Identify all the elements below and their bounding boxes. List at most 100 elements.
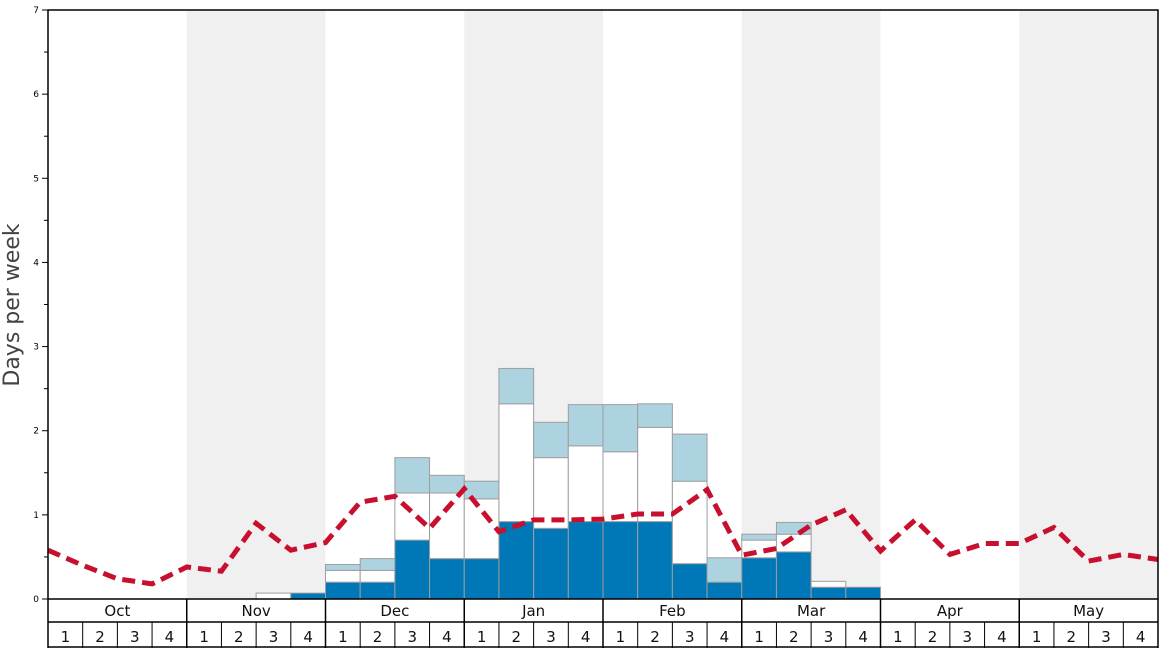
bar-segment-c bbox=[637, 403, 673, 428]
week-label: 1 bbox=[1032, 628, 1042, 646]
week-label: 1 bbox=[61, 628, 71, 646]
week-label: 1 bbox=[893, 628, 903, 646]
y-tick-label: 7 bbox=[33, 6, 39, 16]
week-label: 2 bbox=[928, 628, 938, 646]
month-label: Dec bbox=[380, 602, 409, 620]
bar-segment-b bbox=[429, 492, 465, 560]
y-tick-label: 2 bbox=[33, 427, 39, 437]
month-shade-band bbox=[1019, 10, 1158, 599]
y-tick-label: 0 bbox=[33, 595, 39, 605]
month-label: May bbox=[1073, 602, 1104, 620]
week-label: 4 bbox=[303, 628, 313, 646]
week-label: 4 bbox=[165, 628, 175, 646]
month-shade-band bbox=[741, 10, 881, 599]
x-axis: Oct 1 2 3 4 Nov 1 2 3 4 Dec 1 2 3 4 Jan 1 2 3 4 Feb 1 2 3 4 Mar 1 2… bbox=[47, 599, 1159, 648]
week-label: 3 bbox=[685, 628, 695, 646]
bar-segment-c bbox=[602, 404, 639, 453]
bar-segment-c bbox=[741, 533, 777, 541]
bar-segment-b bbox=[463, 498, 500, 560]
month-shade-band bbox=[186, 10, 326, 599]
week-label: 2 bbox=[234, 628, 244, 646]
bar-segment-c bbox=[567, 404, 604, 447]
month-label: Oct bbox=[104, 602, 130, 620]
bar-segment-b bbox=[533, 457, 569, 529]
y-tick-label: 5 bbox=[33, 174, 39, 184]
month-label: Feb bbox=[659, 602, 686, 620]
bar-segment-b bbox=[255, 592, 292, 600]
week-label: 3 bbox=[130, 628, 140, 646]
bar-segment-b bbox=[602, 451, 639, 523]
bar-segment-a bbox=[845, 586, 881, 600]
week-label: 4 bbox=[442, 628, 452, 646]
bar-segment-a bbox=[810, 586, 847, 600]
week-label: 1 bbox=[616, 628, 626, 646]
week-label: 4 bbox=[581, 628, 591, 646]
week-label: 1 bbox=[477, 628, 487, 646]
bar-segment-c bbox=[775, 521, 812, 535]
bar-segment-a bbox=[706, 581, 743, 600]
week-label: 1 bbox=[338, 628, 348, 646]
bar-segment-a bbox=[671, 563, 708, 600]
y-axis: 0 1 2 3 4 5 6 7 bbox=[33, 6, 48, 605]
week-label: 3 bbox=[1101, 628, 1111, 646]
bar-segment-b bbox=[671, 480, 708, 565]
bar-segment-a bbox=[567, 521, 604, 600]
bar-segment-a bbox=[533, 527, 569, 600]
week-label: 4 bbox=[720, 628, 730, 646]
bar-segment-a bbox=[602, 521, 639, 600]
week-label: 2 bbox=[373, 628, 383, 646]
week-label: 4 bbox=[997, 628, 1007, 646]
bar-segment-a bbox=[637, 521, 673, 600]
month-label: Jan bbox=[521, 602, 545, 620]
week-label: 2 bbox=[512, 628, 522, 646]
week-label: 1 bbox=[754, 628, 764, 646]
week-label: 3 bbox=[824, 628, 834, 646]
week-label: 2 bbox=[650, 628, 660, 646]
bar-segment-b bbox=[567, 445, 604, 523]
bar-segment-a bbox=[394, 539, 431, 600]
week-label: 4 bbox=[1136, 628, 1146, 646]
average-line-layer bbox=[47, 484, 1159, 587]
bar-segment-a bbox=[775, 551, 812, 600]
bar-segment-a bbox=[290, 592, 326, 600]
bar-segment-b bbox=[394, 492, 431, 541]
bar-segment-c bbox=[429, 474, 465, 494]
week-label: 2 bbox=[95, 628, 105, 646]
bar-segment-a bbox=[463, 558, 500, 600]
y-axis-label: Days per week bbox=[0, 223, 25, 386]
week-label: 2 bbox=[1067, 628, 1077, 646]
bar-segment-b bbox=[637, 426, 673, 523]
month-label: Mar bbox=[797, 602, 826, 620]
week-label: 1 bbox=[199, 628, 209, 646]
bar-segment-a bbox=[741, 557, 777, 600]
bar-segment-b bbox=[359, 569, 396, 583]
y-tick-label: 1 bbox=[33, 511, 39, 521]
bar-segment-c bbox=[671, 433, 708, 482]
bar-segment-b bbox=[498, 403, 535, 523]
bar-layer bbox=[255, 367, 881, 600]
y-tick-label: 4 bbox=[33, 258, 39, 268]
bar-segment-c bbox=[706, 557, 743, 583]
week-label: 3 bbox=[962, 628, 972, 646]
week-label: 2 bbox=[789, 628, 799, 646]
bar-segment-c bbox=[325, 564, 361, 571]
bar-segment-c bbox=[394, 457, 431, 494]
bar-segment-c bbox=[533, 421, 569, 459]
month-shading-layer bbox=[186, 10, 1158, 599]
week-label: 3 bbox=[269, 628, 279, 646]
month-label: Nov bbox=[241, 602, 270, 620]
bar-segment-a bbox=[429, 558, 465, 600]
bar-segment-b bbox=[810, 580, 847, 588]
bar-segment-a bbox=[359, 581, 396, 600]
y-tick-label: 3 bbox=[33, 343, 39, 353]
bar-segment-b bbox=[325, 569, 361, 583]
week-label: 3 bbox=[546, 628, 556, 646]
bar-segment-c bbox=[359, 558, 396, 571]
week-label: 4 bbox=[858, 628, 868, 646]
bar-segment-a bbox=[498, 521, 535, 600]
week-label: 3 bbox=[407, 628, 417, 646]
average-days-line bbox=[47, 484, 1159, 587]
bar-segment-c bbox=[498, 367, 535, 405]
y-tick-label: 6 bbox=[33, 90, 39, 100]
